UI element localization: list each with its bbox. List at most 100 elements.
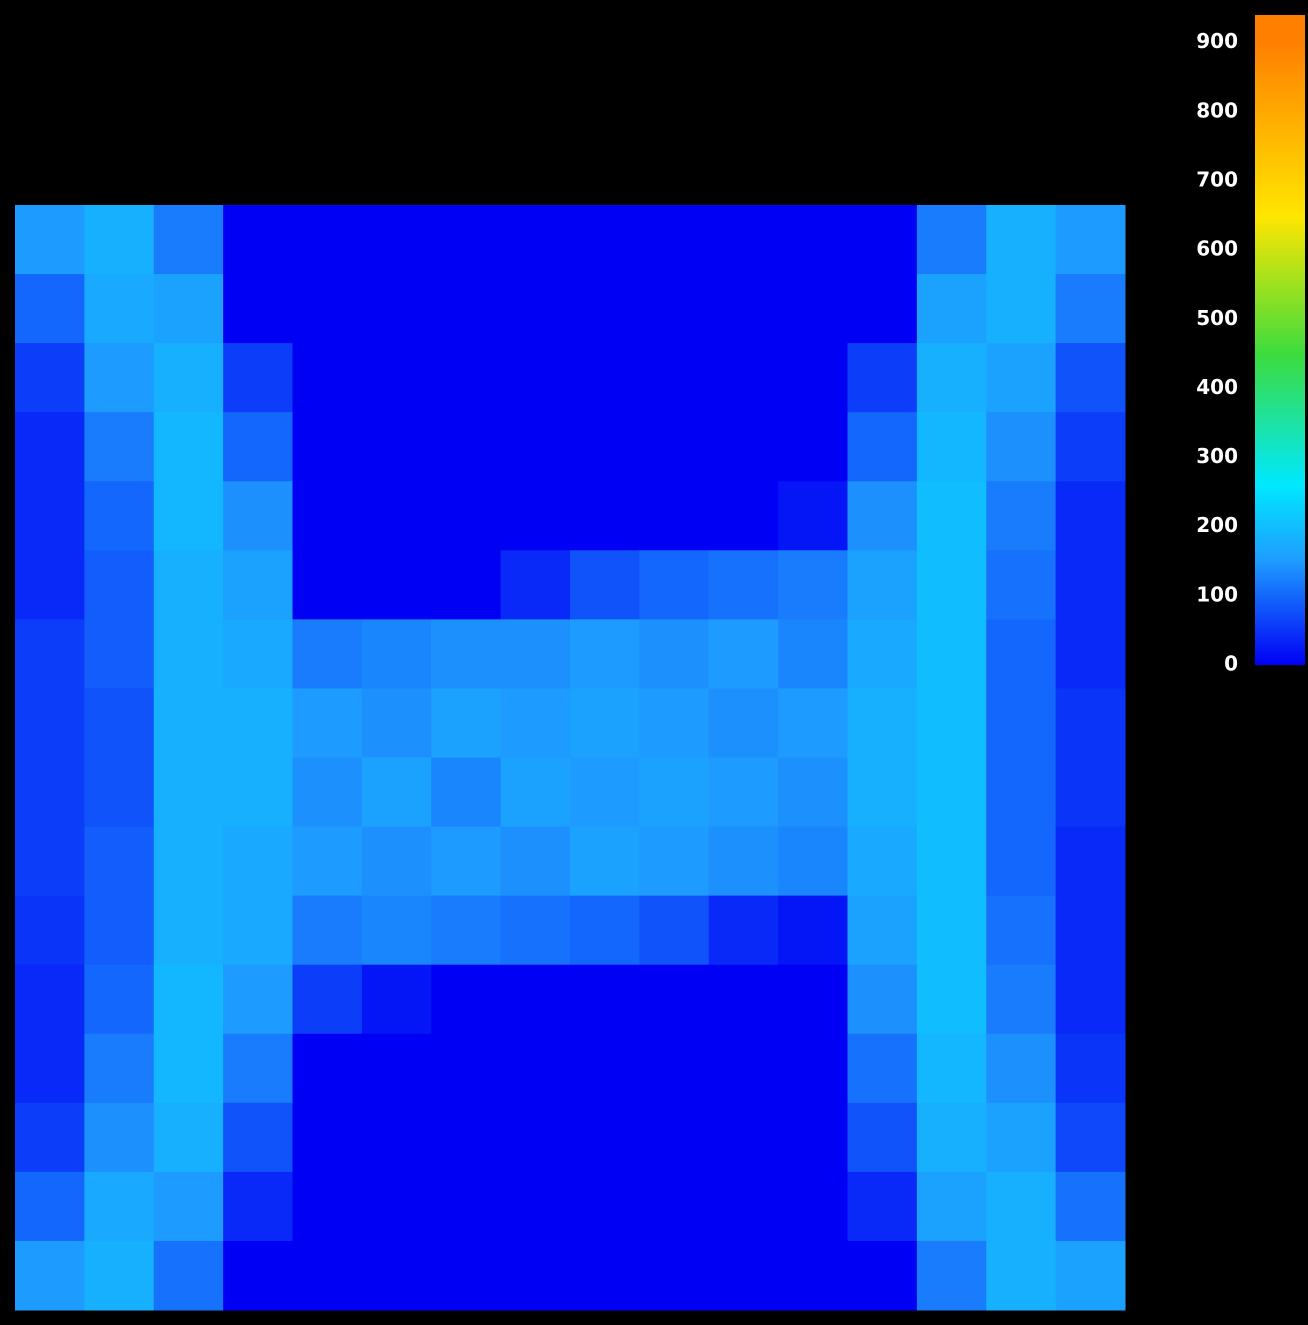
colorbar bbox=[1255, 15, 1305, 665]
heatmap-cell bbox=[1055, 481, 1126, 551]
heatmap-cell bbox=[639, 619, 710, 689]
heatmap-cell bbox=[916, 619, 987, 689]
heatmap-cell bbox=[84, 412, 155, 482]
heatmap-cell bbox=[15, 895, 85, 966]
heatmap-cell bbox=[361, 550, 432, 620]
heatmap-cell bbox=[847, 688, 918, 758]
heatmap-cell bbox=[570, 826, 640, 897]
heatmap-cell bbox=[361, 274, 432, 344]
heatmap-cell bbox=[986, 274, 1057, 344]
heatmap-cell bbox=[916, 481, 987, 551]
heatmap-cell bbox=[223, 619, 293, 689]
heatmap-cell bbox=[223, 343, 293, 413]
heatmap-cell bbox=[916, 205, 987, 275]
heatmap-cell bbox=[15, 412, 85, 482]
heatmap-cell bbox=[1055, 1102, 1126, 1173]
heatmap-cell bbox=[223, 481, 293, 551]
heatmap-cell bbox=[1055, 1171, 1126, 1242]
heatmap-cell bbox=[916, 1171, 987, 1242]
heatmap-cell bbox=[153, 274, 224, 344]
heatmap-cell bbox=[1055, 619, 1126, 689]
heatmap-cell bbox=[153, 1033, 224, 1104]
heatmap-cell bbox=[986, 1102, 1057, 1173]
heatmap-cell bbox=[847, 1240, 918, 1311]
heatmap-cell bbox=[223, 826, 293, 897]
heatmap-cell bbox=[639, 550, 710, 620]
heatmap-cell bbox=[570, 343, 640, 413]
heatmap-cell bbox=[431, 826, 502, 897]
heatmap-cell bbox=[986, 619, 1057, 689]
heatmap-cell bbox=[778, 205, 848, 275]
heatmap-cell bbox=[292, 757, 363, 828]
heatmap-cell bbox=[778, 412, 848, 482]
heatmap-cell bbox=[639, 412, 710, 482]
heatmap-cell bbox=[15, 205, 85, 275]
heatmap-cell bbox=[639, 205, 710, 275]
heatmap-cell bbox=[431, 964, 502, 1035]
heatmap-cell bbox=[570, 619, 640, 689]
heatmap-cell bbox=[708, 757, 779, 828]
heatmap-cell bbox=[778, 550, 848, 620]
heatmap-cell bbox=[847, 757, 918, 828]
heatmap-cell bbox=[639, 895, 710, 966]
heatmap-cell bbox=[153, 412, 224, 482]
heatmap-cell bbox=[1055, 688, 1126, 758]
heatmap-cell bbox=[15, 1171, 85, 1242]
heatmap-cell bbox=[361, 895, 432, 966]
heatmap-cell bbox=[292, 1102, 363, 1173]
heatmap-cell bbox=[986, 205, 1057, 275]
heatmap-cell bbox=[223, 688, 293, 758]
heatmap-cell bbox=[153, 757, 224, 828]
heatmap-cell bbox=[708, 619, 779, 689]
heatmap-cell bbox=[153, 205, 224, 275]
heatmap-cell bbox=[15, 550, 85, 620]
heatmap-cell bbox=[15, 757, 85, 828]
heatmap-cell bbox=[84, 688, 155, 758]
heatmap-cell bbox=[223, 757, 293, 828]
heatmap-cell bbox=[500, 274, 571, 344]
colorbar-tick-label: 700 bbox=[1196, 167, 1238, 191]
heatmap-cell bbox=[223, 1171, 293, 1242]
heatmap-cell bbox=[1055, 1033, 1126, 1104]
heatmap-cell bbox=[361, 481, 432, 551]
heatmap-cell bbox=[500, 1033, 571, 1104]
heatmap-cell bbox=[570, 274, 640, 344]
heatmap-cell bbox=[15, 826, 85, 897]
heatmap-cell bbox=[84, 274, 155, 344]
heatmap-cell bbox=[15, 964, 85, 1035]
heatmap-cell bbox=[570, 1033, 640, 1104]
heatmap-cell bbox=[361, 1033, 432, 1104]
heatmap-cell bbox=[986, 757, 1057, 828]
heatmap-cell bbox=[84, 550, 155, 620]
heatmap-cell bbox=[778, 1033, 848, 1104]
heatmap-cell bbox=[708, 895, 779, 966]
heatmap-cell bbox=[361, 1171, 432, 1242]
heatmap-cell bbox=[570, 205, 640, 275]
heatmap-cell bbox=[431, 550, 502, 620]
heatmap-cell bbox=[639, 826, 710, 897]
heatmap-cell bbox=[84, 619, 155, 689]
heatmap-cell bbox=[153, 688, 224, 758]
heatmap-cell bbox=[708, 274, 779, 344]
heatmap-cell bbox=[84, 964, 155, 1035]
heatmap-cell bbox=[153, 964, 224, 1035]
heatmap-cell bbox=[916, 757, 987, 828]
heatmap-cell bbox=[778, 343, 848, 413]
heatmap-cell bbox=[292, 550, 363, 620]
heatmap-cell bbox=[15, 481, 85, 551]
heatmap-cell bbox=[223, 274, 293, 344]
heatmap-cell bbox=[778, 1240, 848, 1311]
heatmap-cell bbox=[84, 1102, 155, 1173]
heatmap-cell bbox=[916, 412, 987, 482]
heatmap-cell bbox=[778, 688, 848, 758]
heatmap-cell bbox=[292, 1171, 363, 1242]
heatmap-cell bbox=[431, 1033, 502, 1104]
heatmap-cell bbox=[916, 964, 987, 1035]
heatmap-cell bbox=[431, 1171, 502, 1242]
heatmap-cell bbox=[708, 205, 779, 275]
heatmap-cell bbox=[986, 481, 1057, 551]
heatmap-cell bbox=[639, 964, 710, 1035]
heatmap-cell bbox=[778, 1171, 848, 1242]
heatmap-cell bbox=[431, 757, 502, 828]
heatmap-cell bbox=[153, 1102, 224, 1173]
